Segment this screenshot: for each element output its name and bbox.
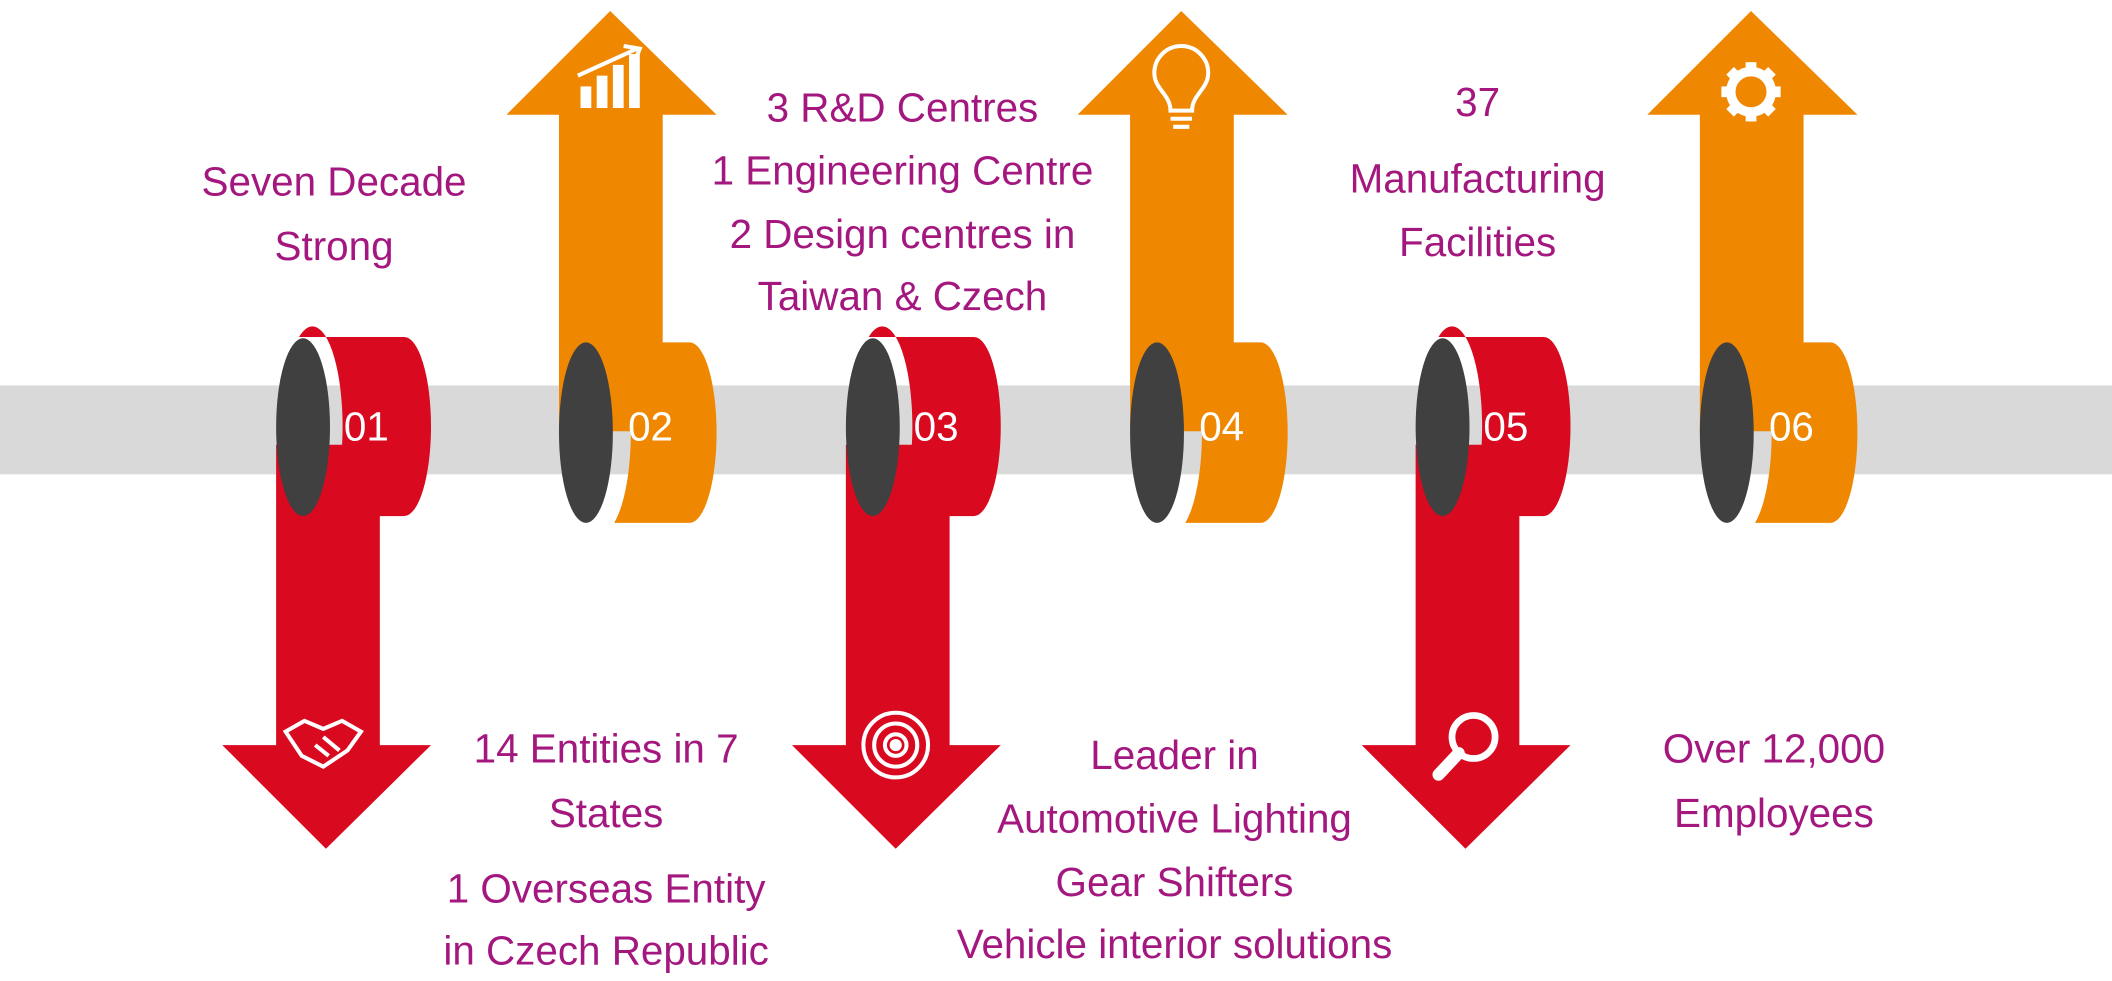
icon (1152, 43, 1211, 129)
bulb-icon-base (1170, 116, 1193, 129)
arrow-down (1361, 444, 1571, 849)
caption-line: Manufacturing (1350, 156, 1606, 202)
caption-line: Facilities (1399, 219, 1556, 265)
caption-line: Gear Shifters (1056, 859, 1294, 905)
caption-line: 3 R&D Centres (767, 84, 1039, 130)
magnifier-icon-lens (1448, 712, 1499, 762)
caption-line: Vehicle interior solutions (957, 921, 1393, 967)
target-icon-ring (882, 732, 909, 758)
ring-body (587, 331, 717, 523)
ring-body (1728, 331, 1858, 523)
caption-line: Strong (275, 223, 394, 269)
handshake-icon-detail (313, 735, 341, 758)
chart-icon-arrow (577, 44, 643, 78)
target-icon-center (889, 739, 902, 752)
caption-line: States (549, 790, 664, 836)
caption-line: 2 Design centres in (730, 211, 1076, 257)
caption-line: Automotive Lighting (997, 796, 1352, 842)
caption-line: in Czech Republic (443, 928, 769, 974)
target-icon-ring (872, 721, 920, 769)
caption-line: 1 Overseas Entity (447, 866, 767, 912)
node-number: 03 (914, 404, 959, 450)
ring-body (1158, 331, 1288, 523)
caption-line: Leader in (1090, 732, 1258, 778)
caption-line: Over 12,000 (1663, 725, 1885, 771)
arrow-up (1647, 10, 1858, 432)
bulb-icon (1152, 43, 1211, 113)
caption-line: 1 Engineering Centre (712, 148, 1094, 194)
chart-icon-bar (612, 64, 624, 108)
arrow-down (222, 444, 432, 849)
node-number: 02 (628, 404, 673, 450)
node-number: 01 (344, 404, 389, 450)
caption-line: 37 (1455, 79, 1500, 125)
node-number: 05 (1483, 404, 1528, 450)
caption-line: Seven Decade (202, 158, 467, 204)
handshake-icon (282, 718, 364, 769)
arrow-down (792, 444, 1001, 849)
arrow-up (1077, 10, 1288, 432)
chart-icon-bar (629, 54, 640, 108)
icon (282, 718, 364, 769)
ring-inner (1130, 342, 1184, 523)
chart-icon-bar (596, 75, 608, 108)
icon (1432, 712, 1499, 781)
icon (861, 710, 931, 780)
arrow-up (506, 10, 717, 432)
caption-line: Employees (1674, 790, 1874, 836)
node-number: 06 (1769, 404, 1814, 450)
icon (1721, 62, 1781, 122)
ring-inner (558, 342, 613, 523)
ring-body (868, 326, 1001, 517)
ring-inner (276, 338, 330, 517)
icon (577, 44, 643, 108)
caption-line: Taiwan & Czech (758, 273, 1048, 319)
ring-inner (1699, 342, 1754, 523)
target-icon-ring (861, 710, 931, 780)
ring-inner (1415, 338, 1470, 517)
caption-line: 14 Entities in 7 (474, 725, 739, 771)
chart-icon-bar (580, 86, 592, 108)
node-number: 04 (1199, 404, 1244, 450)
ring-body (1438, 326, 1571, 517)
magnifier-icon-handle (1432, 747, 1465, 781)
gear-icon-body (1726, 66, 1776, 117)
ring-inner (845, 338, 900, 517)
ring-body (299, 326, 432, 517)
